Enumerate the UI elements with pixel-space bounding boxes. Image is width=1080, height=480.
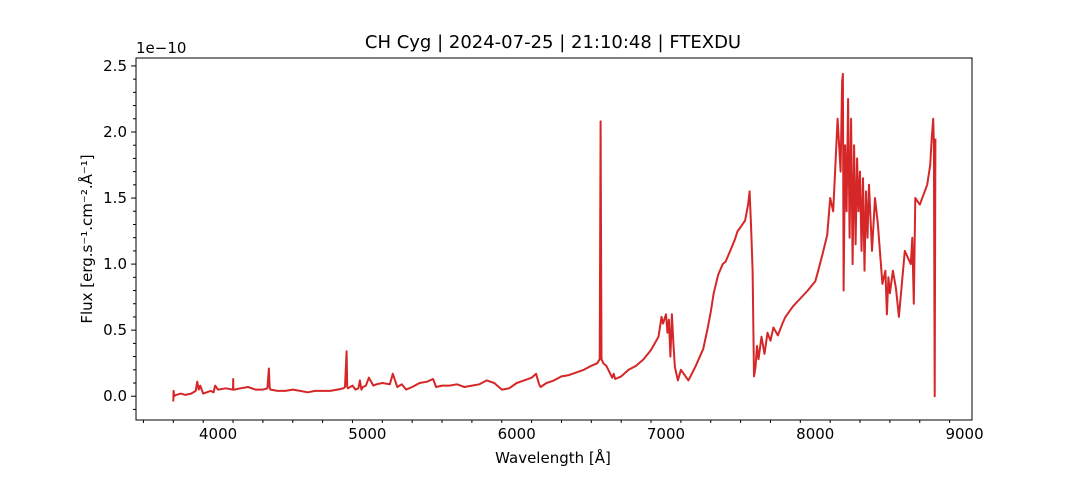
x-tick-label: 8000: [796, 425, 834, 443]
chart-title: CH Cyg | 2024-07-25 | 21:10:48 | FTEXDU: [365, 32, 741, 53]
x-tick-label: 7000: [647, 425, 685, 443]
series-line-0: [172, 72, 937, 402]
y-tick-label: 0.0: [103, 387, 127, 405]
x-tick-label: 6000: [498, 425, 536, 443]
x-axis-ticks: 4000 5000 6000 7000 8000 9000: [142, 420, 984, 443]
y-axis-label: Flux [erg.s⁻¹.cm⁻².Å⁻¹]: [77, 154, 96, 323]
x-tick-label: 9000: [945, 425, 983, 443]
y-axis-ticks: 0.0 0.5 1.0 1.5 2.0 2.5: [103, 57, 136, 410]
x-axis-label: Wavelength [Å]: [495, 448, 611, 467]
y-tick-label: 1.5: [103, 189, 127, 207]
plot-frame: [135, 57, 973, 421]
y-tick-label: 2.5: [103, 57, 127, 75]
x-tick-label: 5000: [348, 425, 386, 443]
y-tick-label: 2.0: [103, 123, 127, 141]
y-tick-label: 1.0: [103, 255, 127, 273]
y-offset-label: 1e−10: [136, 39, 186, 57]
y-tick-label: 0.5: [103, 321, 127, 339]
x-tick-label: 4000: [199, 425, 237, 443]
series-layer: [172, 72, 937, 402]
